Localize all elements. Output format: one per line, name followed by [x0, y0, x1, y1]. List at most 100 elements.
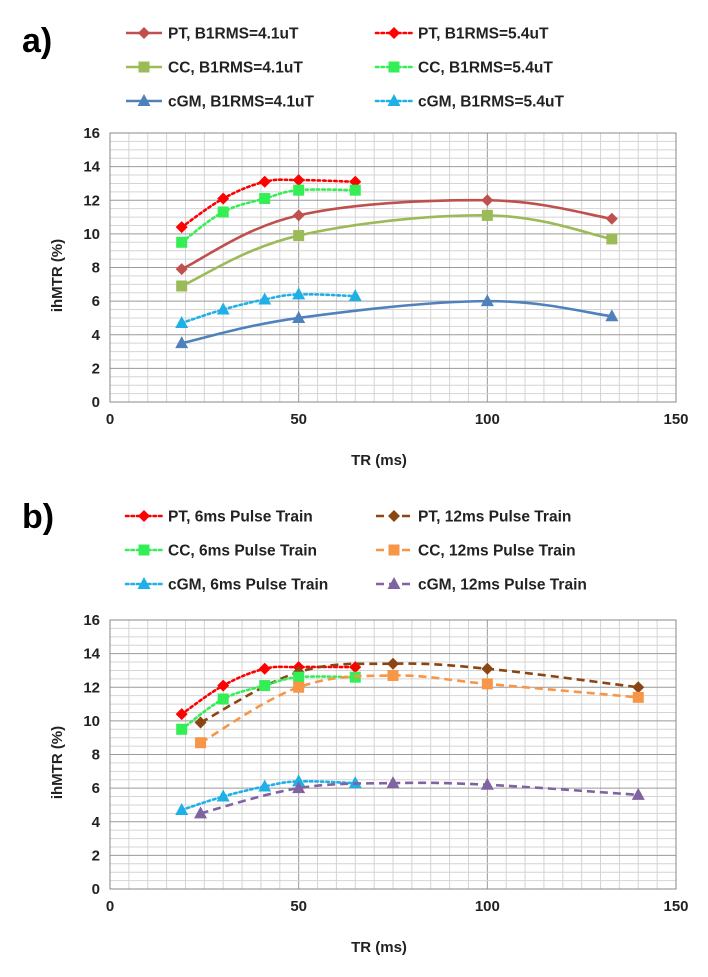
y-tick-label: 12 — [83, 192, 100, 209]
legend-marker — [388, 544, 400, 556]
legend-label: CC, B1RMS=4.1uT — [168, 60, 303, 77]
legend-marker — [388, 510, 400, 522]
data-point — [259, 680, 271, 692]
y-tick-label: 14 — [83, 646, 100, 663]
legend-label: cGM, B1RMS=5.4uT — [418, 94, 565, 111]
data-point — [292, 310, 306, 323]
y-tick-label: 2 — [92, 847, 100, 864]
legend-item: cGM, 12ms Pulse Train — [376, 577, 587, 594]
data-point — [293, 671, 305, 683]
legend-item: cGM, B1RMS=5.4uT — [374, 94, 565, 111]
data-point — [195, 737, 207, 749]
data-point — [348, 776, 362, 789]
legend-label: PT, B1RMS=4.1uT — [168, 26, 299, 43]
series-2 — [175, 174, 362, 234]
series-line — [180, 292, 357, 325]
legend-marker — [138, 544, 150, 556]
legend-item: PT, 6ms Pulse Train — [124, 509, 313, 526]
data-point — [175, 802, 189, 815]
legend-item: CC, 12ms Pulse Train — [376, 543, 576, 560]
x-tick-label: 100 — [475, 898, 500, 915]
data-point — [175, 315, 189, 328]
series-line — [180, 779, 357, 812]
series-line — [181, 214, 613, 288]
legend-marker — [138, 27, 150, 39]
x-tick-label: 0 — [106, 411, 114, 428]
legend-item: PT, 12ms Pulse Train — [376, 509, 571, 526]
series-line — [181, 198, 613, 271]
legend-label: cGM, B1RMS=4.1uT — [168, 94, 315, 111]
legend-marker — [137, 577, 151, 589]
series-6 — [175, 287, 362, 328]
panel-a-label: a) — [22, 22, 52, 60]
data-point — [175, 708, 188, 721]
x-tick-label: 50 — [290, 898, 307, 915]
series-4 — [195, 669, 644, 749]
y-axis-title: ihMTR (%) — [49, 239, 66, 312]
data-point — [194, 716, 207, 729]
panel-a-plot: 0 2 4 6 8 10 12 14 16 0 50 100 150 TR (ms) ihMTR (%) — [49, 125, 689, 469]
data-point — [386, 776, 400, 789]
y-tick-label: 6 — [92, 780, 100, 797]
legend-label: CC, 6ms Pulse Train — [168, 543, 317, 560]
legend-item: PT, B1RMS=4.1uT — [126, 26, 299, 43]
data-point — [292, 174, 305, 187]
data-point — [194, 806, 208, 819]
data-point — [217, 679, 230, 692]
data-point — [606, 233, 618, 245]
y-tick-label: 12 — [83, 679, 100, 696]
data-point — [175, 263, 188, 276]
legend-marker — [388, 61, 400, 73]
legend-item: cGM, B1RMS=4.1uT — [126, 94, 315, 111]
panel-b: b) PT, 6ms Pulse Train PT, 12ms Pulse Tra… — [22, 498, 689, 956]
legend-marker — [387, 94, 401, 106]
y-tick-label: 16 — [83, 612, 100, 629]
data-point — [481, 194, 494, 207]
data-point — [481, 662, 494, 675]
legend-marker — [388, 27, 400, 39]
data-point — [292, 287, 306, 300]
y-axis-title: ihMTR (%) — [49, 726, 66, 799]
data-point — [632, 691, 644, 703]
data-point — [292, 774, 306, 787]
series-line — [199, 662, 639, 724]
legend-marker — [138, 510, 150, 522]
legend-label: CC, B1RMS=5.4uT — [418, 60, 553, 77]
y-tick-label: 10 — [83, 226, 100, 243]
data-point — [387, 669, 399, 681]
data-point — [258, 292, 272, 305]
data-point — [292, 209, 305, 222]
x-tick-label: 150 — [663, 898, 688, 915]
y-tick-label: 14 — [83, 159, 100, 176]
legend-item: CC, 6ms Pulse Train — [124, 543, 317, 560]
x-tick-label: 150 — [663, 411, 688, 428]
data-point — [348, 289, 362, 302]
y-tick-label: 0 — [92, 881, 100, 898]
y-tick-label: 4 — [92, 814, 101, 831]
y-tick-label: 4 — [92, 327, 101, 344]
y-tick-label: 10 — [83, 713, 100, 730]
series-5 — [175, 294, 619, 349]
legend-marker — [387, 577, 401, 589]
data-point — [481, 209, 493, 221]
data-point — [258, 175, 271, 188]
y-tick-label: 8 — [92, 747, 100, 764]
panel-b-legend: PT, 6ms Pulse Train PT, 12ms Pulse Train C… — [124, 509, 587, 594]
data-point — [258, 779, 272, 792]
y-tick-label: 8 — [92, 260, 100, 277]
legend-item: PT, B1RMS=5.4uT — [374, 26, 549, 43]
legend-label: cGM, 6ms Pulse Train — [168, 577, 328, 594]
data-point — [349, 184, 361, 196]
plot-frame — [109, 619, 677, 890]
legend-item: CC, B1RMS=5.4uT — [374, 60, 553, 77]
data-point — [175, 221, 188, 234]
x-axis-title: TR (ms) — [351, 939, 407, 956]
x-tick-label: 50 — [290, 411, 307, 428]
legend-item: CC, B1RMS=4.1uT — [126, 60, 303, 77]
data-point — [217, 693, 229, 705]
x-tick-label: 0 — [106, 898, 114, 915]
data-point — [293, 681, 305, 693]
x-axis-title: TR (ms) — [351, 452, 407, 469]
series-6 — [194, 776, 645, 819]
